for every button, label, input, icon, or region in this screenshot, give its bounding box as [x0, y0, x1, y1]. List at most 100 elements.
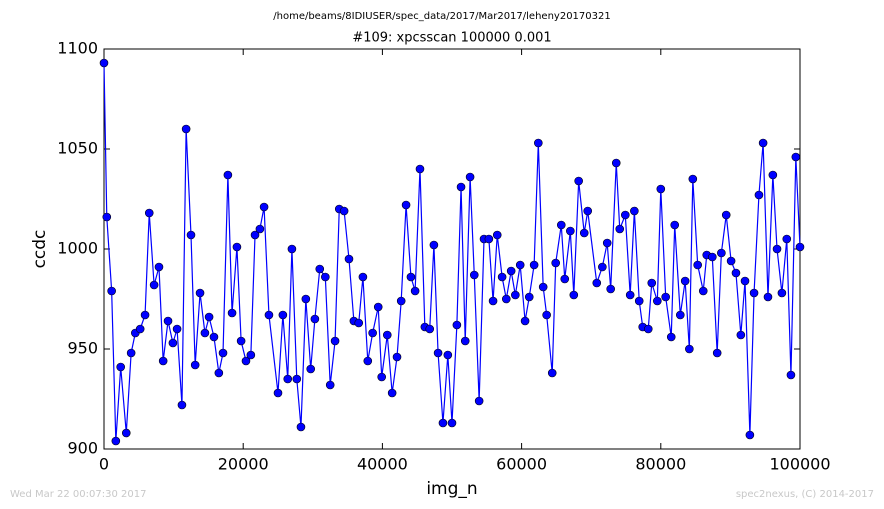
data-point — [283, 374, 293, 384]
data-point — [661, 292, 670, 302]
data-point — [236, 336, 246, 346]
data-point — [630, 206, 639, 216]
data-point — [542, 310, 551, 320]
data-point — [602, 238, 612, 248]
data-point — [168, 338, 178, 348]
data-point — [415, 164, 425, 174]
data-point — [685, 344, 694, 354]
data-point — [306, 364, 316, 374]
data-point — [218, 348, 228, 358]
data-point — [772, 244, 782, 254]
data-point — [330, 336, 340, 346]
data-point — [339, 206, 349, 216]
data-point — [538, 282, 548, 292]
data-point — [200, 328, 210, 338]
data-point — [310, 314, 320, 324]
data-point — [382, 330, 392, 340]
x-tick-label: 80000 — [635, 455, 686, 474]
x-axis-label: img_n — [426, 479, 477, 499]
data-point — [287, 244, 297, 254]
data-point — [429, 240, 439, 250]
data-point — [158, 356, 168, 366]
data-point — [149, 280, 159, 290]
data-point — [763, 292, 773, 302]
data-point — [625, 290, 635, 300]
x-tick-label: 100000 — [769, 455, 830, 474]
data-point — [102, 212, 112, 222]
data-point — [144, 208, 154, 218]
data-point — [511, 290, 520, 300]
data-point — [524, 292, 534, 302]
data-point — [693, 260, 702, 270]
data-point — [363, 356, 373, 366]
data-point — [749, 288, 759, 298]
data-point — [452, 320, 462, 330]
data-point — [782, 234, 792, 244]
data-point — [111, 436, 121, 446]
x-tick-label: 20000 — [218, 455, 269, 474]
data-point — [740, 276, 750, 286]
data-point — [401, 200, 411, 210]
data-point — [135, 324, 145, 334]
data-point — [321, 272, 330, 282]
data-point — [529, 260, 539, 270]
y-tick-label: 1000 — [57, 239, 98, 258]
data-point — [726, 256, 736, 266]
data-point — [181, 124, 191, 134]
data-point — [731, 268, 741, 278]
data-point — [569, 290, 579, 300]
data-point — [598, 262, 607, 272]
data-point — [688, 174, 698, 184]
y-tick-label: 950 — [67, 339, 98, 358]
data-point — [712, 348, 722, 358]
data-point — [377, 372, 387, 382]
data-point — [515, 260, 525, 270]
data-point — [140, 310, 150, 320]
data-point — [344, 254, 354, 264]
data-point — [456, 182, 466, 192]
data-point — [469, 270, 479, 280]
data-point — [354, 318, 364, 328]
data-point — [721, 210, 731, 220]
data-point — [666, 332, 676, 342]
data-point — [670, 220, 680, 230]
data-point — [768, 170, 778, 180]
data-point — [223, 170, 233, 180]
data-point — [278, 310, 288, 320]
data-point — [204, 312, 214, 322]
data-point — [484, 234, 494, 244]
data-point — [675, 310, 685, 320]
data-point — [358, 272, 368, 282]
x-tick-label: 40000 — [357, 455, 408, 474]
data-point — [506, 266, 516, 276]
data-point — [214, 368, 224, 378]
data-point — [643, 324, 653, 334]
data-point — [425, 324, 435, 334]
data-point — [368, 328, 377, 338]
data-point — [488, 296, 498, 306]
data-point — [534, 138, 543, 148]
data-point — [250, 230, 260, 240]
data-point — [177, 400, 187, 410]
data-point — [154, 262, 164, 272]
y-axis-label: ccdc — [30, 230, 50, 269]
data-point — [246, 350, 256, 360]
data-point — [574, 176, 583, 186]
footer-right: spec2nexus, (C) 2014-2017 — [736, 489, 874, 500]
data-point — [708, 252, 717, 262]
data-point — [745, 430, 755, 440]
data-point — [497, 272, 507, 282]
data-point — [121, 428, 131, 438]
plot-frame — [103, 48, 801, 450]
y-tick-label: 900 — [67, 439, 98, 458]
data-point — [296, 422, 306, 432]
data-point — [232, 242, 242, 252]
data-point — [116, 362, 126, 372]
data-point — [292, 374, 302, 384]
data-point — [325, 380, 335, 390]
data-point — [259, 202, 269, 212]
data-point — [447, 418, 457, 428]
x-tick-label: 60000 — [496, 455, 547, 474]
data-point — [583, 206, 593, 216]
